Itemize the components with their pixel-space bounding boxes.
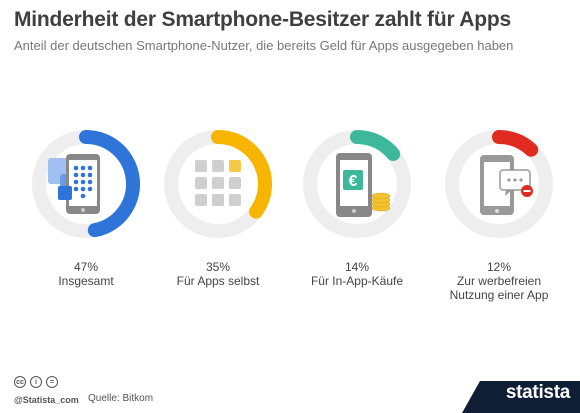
source-note: Quelle: Bitkom: [88, 393, 154, 404]
attribution-icon[interactable]: i: [30, 376, 42, 388]
donut-ring-1: [32, 130, 140, 238]
cc-icon[interactable]: cc: [14, 376, 26, 388]
category-label: Zur werbefreien: [456, 274, 542, 288]
donut-label-1: 47% Insgesamt: [21, 260, 151, 288]
statista-handle[interactable]: @Statista_com: [14, 395, 79, 405]
donut-label-3: 14% Für In-App-Käufe: [292, 260, 422, 288]
chart-title: Minderheit der Smartphone-Besitzer zahlt…: [14, 8, 511, 31]
brand-bar: [462, 381, 580, 413]
donut-label-4: 12% Zur werbefreien Nutzung einer App: [434, 260, 564, 302]
donut-arc-zur-werbefreien-nutzung-einer-app: [492, 130, 539, 157]
license-icons: cc i =: [14, 376, 58, 388]
category-label-line-2: Nutzung einer App: [449, 288, 549, 302]
value-label: 14%: [344, 260, 370, 274]
donut-arc-insgesamt: [79, 130, 140, 238]
category-label: Für Apps selbst: [176, 274, 260, 288]
svg-text:€: €: [349, 173, 358, 190]
chart-subtitle: Anteil der deutschen Smartphone-Nutzer, …: [14, 38, 514, 53]
donut-ring-3: [303, 130, 411, 238]
no-derivatives-icon[interactable]: =: [46, 376, 58, 388]
euro-phone-coins-icon: €: [336, 153, 391, 217]
category-label: Insgesamt: [58, 274, 114, 288]
value-label: 12%: [486, 260, 512, 274]
donut-ring-2: [164, 130, 272, 238]
category-label: Für In-App-Käufe: [310, 274, 404, 288]
donut-label-2: 35% Für Apps selbst: [153, 260, 283, 288]
app-grid-icon: [195, 160, 241, 206]
phone-keypad-icon: [48, 154, 100, 214]
value-label: 35%: [205, 260, 231, 274]
statista-logo[interactable]: statista: [505, 382, 570, 403]
no-ads-phone-icon: [480, 155, 533, 215]
value-label: 47%: [73, 260, 99, 274]
donut-ring-4: [445, 130, 553, 238]
donut-arc-f-r-apps-selbst: [211, 130, 272, 219]
donut-arc-f-r-in-app-k-ufe: [350, 130, 401, 162]
